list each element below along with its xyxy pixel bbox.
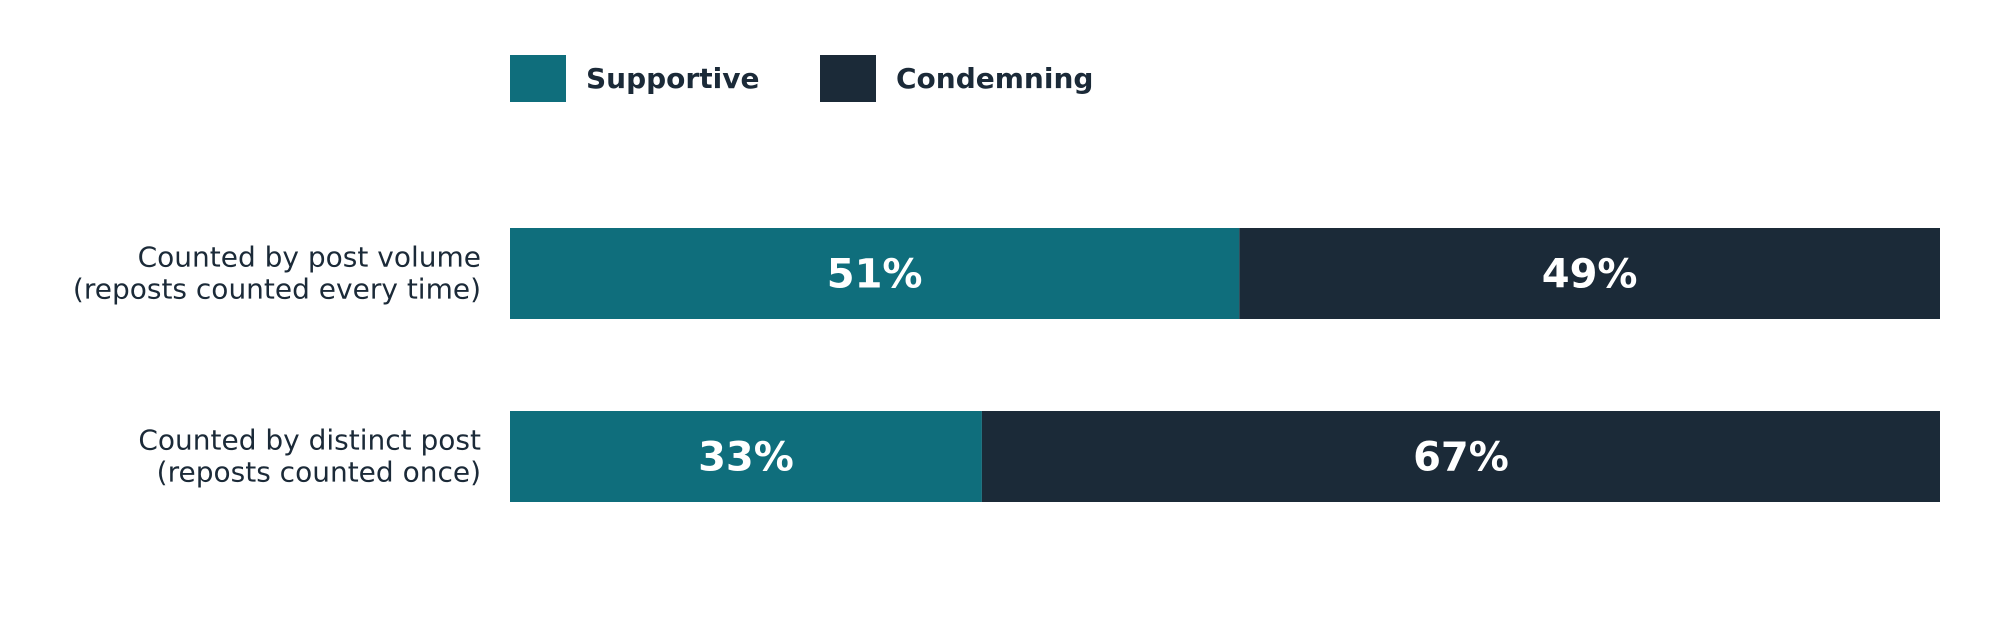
category-label: Counted by post volume (reposts counted e… xyxy=(73,241,481,306)
category-label-line: (reposts counted every time) xyxy=(73,273,481,306)
category-labels: Counted by post volume (reposts counted e… xyxy=(73,241,481,489)
category-label-line: (reposts counted once) xyxy=(157,456,481,489)
category-label-line: Counted by distinct post xyxy=(138,424,481,457)
bar-segment-condemning xyxy=(981,411,1940,502)
bar-segment-supportive xyxy=(510,228,1240,319)
data-label-condemning: 49% xyxy=(1542,252,1638,298)
data-label-condemning: 67% xyxy=(1413,435,1509,481)
category-label-line: Counted by post volume xyxy=(138,241,481,274)
bar-segment-supportive xyxy=(510,411,982,502)
chart-legend: Supportive Condemning xyxy=(510,55,1093,102)
bar-segment-condemning xyxy=(1239,228,1940,319)
bars: 51% 49% 33% 67% xyxy=(510,228,1940,502)
legend-label-condemning: Condemning xyxy=(896,62,1093,95)
legend-swatch-condemning xyxy=(820,55,876,102)
legend-label-supportive: Supportive xyxy=(586,62,759,95)
category-label: Counted by distinct post (reposts counted… xyxy=(138,424,481,489)
data-label-supportive: 51% xyxy=(827,252,923,298)
data-label-supportive: 33% xyxy=(698,435,794,481)
legend-swatch-supportive xyxy=(510,55,566,102)
